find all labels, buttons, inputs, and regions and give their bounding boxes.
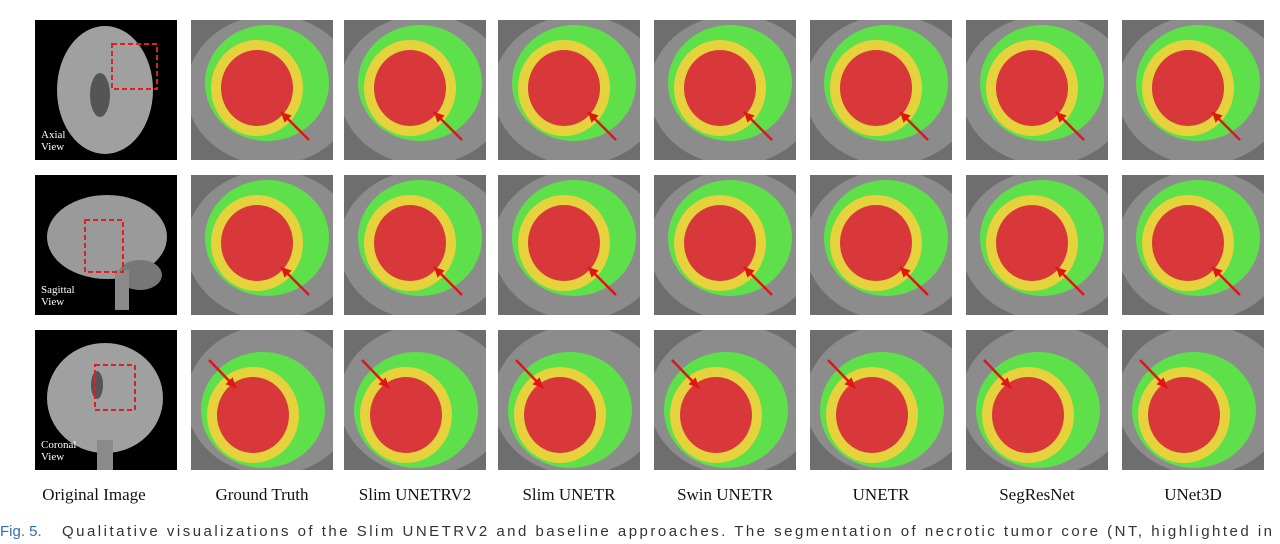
segmentation-image [191,330,333,470]
segmentation-image [810,175,952,315]
column-label: Slim UNETR [522,485,616,504]
caption-text: Qualitative visualizations of the Slim U… [62,523,1272,540]
view-label: View [41,141,64,153]
brainstem [115,270,129,310]
segmentation-image [344,330,486,470]
ventricle [90,73,110,117]
necrotic-core [221,50,293,126]
segmentation-image [810,330,952,470]
necrotic-core [524,377,596,453]
necrotic-core [1152,50,1224,126]
roi-box [111,43,158,90]
segmentation-image [191,175,333,315]
brain [47,343,163,453]
necrotic-core [374,50,446,126]
arrow-head [688,377,699,388]
necrotic-core [996,50,1068,126]
ventricle [91,371,103,399]
view-label: Coronal [41,439,76,451]
necrotic-core [992,377,1064,453]
necrotic-core [1152,205,1224,281]
segmentation-image [344,175,486,315]
segmentation-image [966,175,1108,315]
view-label: View [41,451,64,463]
segmentation-image [654,330,796,470]
segmentation-image [966,20,1108,160]
segmentation-image [1122,175,1264,315]
necrotic-core [684,50,756,126]
view-label: View [41,296,64,308]
brainstem [97,440,113,470]
segmentation-image [810,20,952,160]
arrow-head [532,377,543,388]
view-label: Sagittal [41,284,75,296]
necrotic-core [374,205,446,281]
necrotic-core [370,377,442,453]
column-label: Ground Truth [215,485,309,504]
segmentation-image [498,20,640,160]
column-label: UNet3D [1164,485,1222,504]
caption-fig: Fig. 5. [0,523,42,540]
necrotic-core [221,205,293,281]
arrow-head [844,377,855,388]
segmentation-image [344,20,486,160]
segmentation-image [654,20,796,160]
segmentation-image [966,330,1108,470]
brain [47,195,167,279]
segmentation-image [1122,330,1264,470]
necrotic-core [528,50,600,126]
roi-box [94,364,136,411]
necrotic-core [680,377,752,453]
necrotic-core [1148,377,1220,453]
segmentation-image [654,175,796,315]
segmentation-image [1122,20,1264,160]
segmentation-image [498,330,640,470]
necrotic-core [528,205,600,281]
necrotic-core [840,50,912,126]
view-label: Axial [41,129,65,141]
arrow-head [1156,377,1167,388]
column-label: Swin UNETR [677,485,774,504]
segmentation-image [498,175,640,315]
column-label: Original Image [42,485,145,504]
necrotic-core [684,205,756,281]
column-label: UNETR [853,485,910,504]
arrow-head [1000,377,1011,388]
necrotic-core [996,205,1068,281]
segmentation-image [191,20,333,160]
necrotic-core [217,377,289,453]
necrotic-core [836,377,908,453]
column-label: Slim UNETRV2 [359,485,471,504]
necrotic-core [840,205,912,281]
roi-box [84,219,124,273]
column-label: SegResNet [999,485,1075,504]
arrow-head [225,377,236,388]
arrow-head [378,377,389,388]
